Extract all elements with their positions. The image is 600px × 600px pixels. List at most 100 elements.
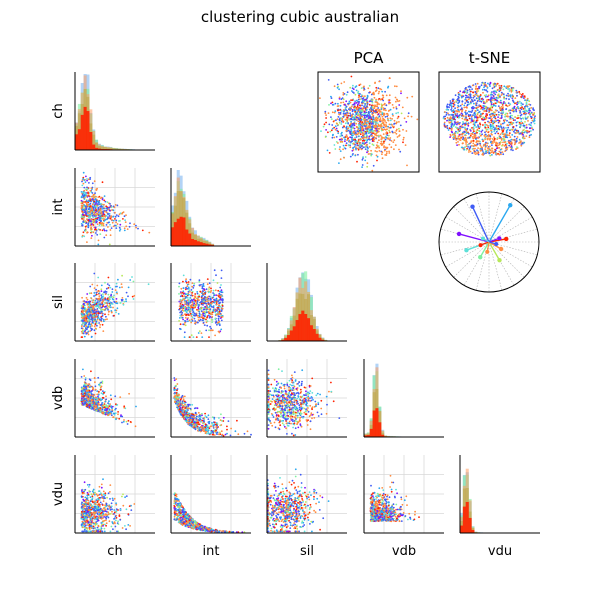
- scatter-point: [222, 416, 225, 419]
- hist-bar: [304, 313, 308, 341]
- scatter-point: [82, 524, 85, 527]
- scatter-point: [118, 286, 121, 289]
- scatter-point: [189, 424, 192, 427]
- scatter-point: [124, 221, 127, 224]
- scatter-point: [286, 384, 289, 387]
- scatter-point: [121, 286, 123, 289]
- scatter-point: [99, 209, 102, 212]
- scatter-point: [218, 292, 221, 295]
- scatter-point: [83, 512, 86, 515]
- scatter-point: [182, 412, 184, 415]
- scatter-point: [298, 381, 301, 384]
- hist-bar: [307, 294, 311, 341]
- scatter-point: [91, 283, 94, 286]
- scatter-point: [123, 227, 126, 230]
- scatter-point: [220, 413, 222, 416]
- scatter-point: [216, 323, 218, 326]
- scatter-point: [108, 296, 111, 299]
- scatter-point: [110, 506, 112, 509]
- scatter-point: [92, 299, 95, 302]
- scatter-point: [216, 294, 219, 297]
- scatter-point: [201, 300, 203, 303]
- scatter-point: [194, 428, 197, 431]
- scatter-point: [91, 182, 94, 185]
- scatter-point: [102, 512, 105, 515]
- scatter-point: [285, 390, 287, 393]
- scatter-point: [105, 315, 107, 318]
- scatter-point: [187, 412, 189, 415]
- scatter-point: [173, 379, 176, 382]
- scatter-point: [105, 224, 108, 226]
- scatter-point: [180, 292, 183, 295]
- scatter-point: [127, 513, 130, 515]
- scatter-point: [84, 181, 87, 184]
- scatter-point: [93, 393, 96, 396]
- scatter-point: [87, 313, 90, 315]
- scatter-point: [91, 317, 94, 320]
- scatter-point: [221, 304, 224, 307]
- scatter-point: [299, 388, 302, 391]
- scatter-point: [185, 412, 188, 415]
- scatter-point: [207, 291, 210, 294]
- scatter-point: [86, 293, 89, 295]
- scatter-point: [187, 298, 190, 301]
- scatter-point: [105, 214, 108, 217]
- scatter-point: [99, 233, 102, 236]
- scatter-point: [108, 305, 110, 308]
- scatter-point: [186, 293, 189, 296]
- scatter-point: [198, 310, 201, 313]
- scatter-point: [84, 225, 87, 228]
- scatter-point: [91, 405, 94, 407]
- scatter-point: [109, 217, 112, 220]
- scatter-point: [326, 403, 328, 406]
- scatter-point: [299, 411, 302, 413]
- hist-bar: [364, 435, 368, 437]
- scatter-point: [134, 425, 137, 428]
- scatter-point: [99, 229, 101, 231]
- scatter-point: [286, 406, 288, 409]
- scatter-point: [112, 306, 114, 309]
- scatter-point: [236, 419, 238, 422]
- figure-title: clustering cubic australian: [200, 8, 400, 26]
- scatter-point: [99, 530, 102, 533]
- scatter-point: [120, 283, 123, 285]
- scatter-point: [192, 311, 195, 313]
- hist-bar: [281, 339, 285, 341]
- scatter-point: [208, 308, 211, 311]
- scatter-point: [91, 495, 94, 498]
- scatter-point: [96, 498, 99, 500]
- scatter-point: [84, 195, 87, 198]
- scatter-point: [118, 226, 121, 229]
- scatter-point: [267, 408, 270, 411]
- scatter-point: [116, 302, 119, 305]
- scatter-point: [133, 294, 136, 297]
- scatter-point: [309, 400, 311, 402]
- scatter-point: [103, 527, 106, 530]
- scatter-point: [93, 377, 96, 379]
- scatter-point: [92, 404, 95, 407]
- scatter-point: [212, 279, 215, 282]
- scatter-point: [278, 388, 280, 391]
- scatter-point: [267, 373, 270, 376]
- scatter-point: [114, 408, 116, 411]
- scatter-point: [95, 316, 98, 318]
- scatter-point: [283, 425, 286, 428]
- scatter-point: [101, 181, 104, 184]
- scatter-point: [108, 213, 111, 215]
- scatter-point: [275, 399, 277, 402]
- scatter-point: [100, 294, 103, 297]
- scatter-point: [83, 207, 86, 210]
- scatter-point: [81, 211, 84, 214]
- scatter-point: [83, 398, 86, 401]
- scatter-point: [98, 497, 101, 499]
- scatter-point: [297, 391, 299, 394]
- scatter-point: [226, 425, 228, 428]
- scatter-point: [131, 295, 134, 298]
- hist-bar: [95, 142, 99, 150]
- scatter-point: [101, 208, 104, 210]
- scatter-point: [197, 411, 200, 414]
- scatter-point: [94, 318, 96, 320]
- hist-bar: [100, 148, 104, 150]
- scatter-point: [86, 218, 88, 221]
- scatter-point: [187, 314, 190, 316]
